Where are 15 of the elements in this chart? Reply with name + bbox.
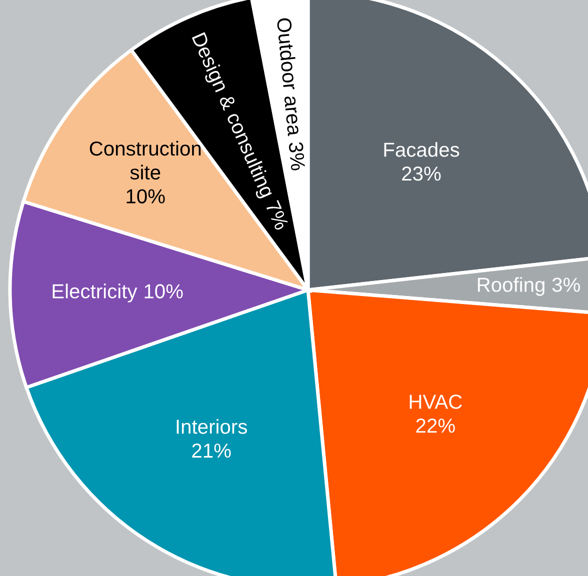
slice-label: HVAC	[410, 394, 462, 409]
data-label: 21%	[192, 444, 231, 458]
slice-label: Construction site	[90, 140, 201, 180]
data-label: 23%	[402, 166, 441, 181]
data-label: 7%	[265, 200, 290, 231]
slice-label: Electricity	[52, 284, 138, 302]
data-label: 3%	[552, 278, 580, 292]
data-label: 3%	[288, 142, 306, 171]
data-label: 22%	[416, 418, 455, 433]
data-label: 10%	[144, 284, 183, 298]
slice-label: Facades	[384, 142, 460, 157]
data-label: 10%	[126, 189, 165, 204]
slice-label: Interiors	[176, 419, 247, 434]
slice-label: Outdoor area	[276, 18, 303, 136]
slice-label: Roofing	[478, 277, 544, 296]
